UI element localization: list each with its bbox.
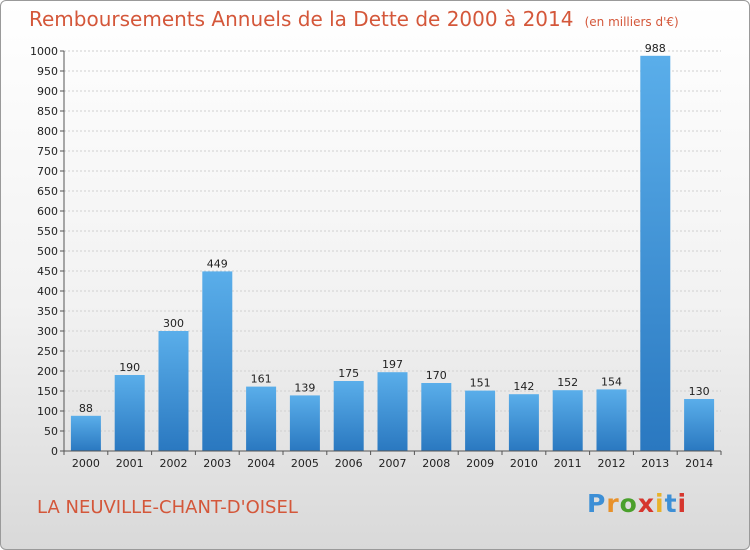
x-tick-label: 2007	[379, 457, 407, 470]
logo-letter: i	[677, 489, 688, 518]
logo-letter: r	[606, 489, 620, 518]
x-axis: 2000 2001 2002 2003 2004 2005 2006 2007 2008 2009…	[63, 450, 722, 470]
bar-value-label: 197	[382, 358, 403, 371]
y-tick-label: 50	[44, 425, 58, 438]
x-tick-label: 2006	[335, 457, 363, 470]
x-tick-label: 2000	[72, 457, 100, 470]
chart-title-unit: (en milliers d'€)	[584, 15, 679, 29]
y-tick-label: 800	[37, 125, 58, 138]
y-tick-label: 350	[37, 305, 58, 318]
y-tick-label: 600	[37, 205, 58, 218]
x-tick-label: 2002	[160, 457, 188, 470]
bar	[377, 372, 408, 451]
y-tick-label: 750	[37, 145, 58, 158]
proxiti-logo[interactable]: Proxiti	[587, 489, 687, 518]
y-tick-label: 300	[37, 325, 58, 338]
bar-value-label: 151	[470, 377, 491, 390]
x-tick-label: 2014	[685, 457, 713, 470]
commune-name: LA NEUVILLE-CHANT-D'OISEL	[37, 497, 298, 518]
y-tick-label: 900	[37, 85, 58, 98]
bar-value-label: 449	[207, 257, 228, 270]
bar-value-label: 190	[119, 361, 140, 374]
x-tick-label: 2013	[641, 457, 669, 470]
bar-value-label: 154	[601, 375, 622, 388]
x-tick-label: 2008	[422, 457, 450, 470]
bar	[333, 381, 364, 451]
logo-letter: x	[637, 489, 655, 518]
bar-value-label: 88	[79, 402, 93, 415]
y-tick-label: 550	[37, 225, 58, 238]
bar	[289, 395, 320, 451]
logo-letter: i	[655, 489, 665, 518]
y-tick-label: 0	[51, 445, 58, 458]
y-tick-label: 200	[37, 365, 58, 378]
y-tick-label: 500	[37, 245, 58, 258]
bar-value-label: 161	[251, 373, 272, 386]
bar-value-label: 175	[338, 367, 359, 380]
y-tick-label: 1000	[30, 45, 58, 58]
bar	[596, 389, 627, 451]
y-tick-label: 850	[37, 105, 58, 118]
bar-value-label: 988	[645, 42, 666, 55]
bar-value-label: 170	[426, 369, 447, 382]
bars: 88 190 300 449 161 139 175 197 170 151 142 152 154 98…	[70, 42, 715, 452]
y-tick-label: 700	[37, 165, 58, 178]
chart-title-main: Remboursements Annuels de la Dette de 20…	[29, 7, 574, 31]
x-tick-label: 2010	[510, 457, 538, 470]
chart-title: Remboursements Annuels de la Dette de 20…	[29, 7, 679, 31]
bar	[246, 386, 277, 451]
x-tick-label: 2001	[116, 457, 144, 470]
x-tick-label: 2004	[247, 457, 275, 470]
y-tick-label: 650	[37, 185, 58, 198]
bar	[70, 415, 101, 451]
bar-value-label: 130	[689, 385, 710, 398]
bar	[465, 390, 496, 451]
y-tick-label: 450	[37, 265, 58, 278]
bar-value-label: 139	[294, 381, 315, 394]
bar-value-label: 142	[513, 380, 534, 393]
bar-value-label: 152	[557, 376, 578, 389]
x-tick-label: 2012	[598, 457, 626, 470]
bar-value-label: 300	[163, 317, 184, 330]
logo-letter: t	[664, 489, 678, 518]
x-tick-label: 2003	[203, 457, 231, 470]
y-tick-label: 150	[37, 385, 58, 398]
x-tick-label: 2011	[554, 457, 582, 470]
bar	[202, 271, 233, 451]
bar	[640, 55, 671, 452]
y-tick-label: 100	[37, 405, 58, 418]
x-tick-label: 2009	[466, 457, 494, 470]
bar	[114, 375, 145, 451]
y-tick-label: 250	[37, 345, 58, 358]
bar	[421, 383, 452, 451]
bar	[158, 331, 189, 451]
logo-letter: P	[587, 489, 607, 518]
logo-letter: o	[619, 489, 638, 518]
bar	[508, 394, 539, 451]
y-tick-label: 400	[37, 285, 58, 298]
y-axis: 0 50 100 150 200 250 300 350 400 450 500 550 600 650 7…	[30, 45, 65, 458]
bar	[552, 390, 583, 451]
y-tick-label: 950	[37, 65, 58, 78]
x-tick-label: 2005	[291, 457, 319, 470]
bar	[684, 399, 715, 451]
